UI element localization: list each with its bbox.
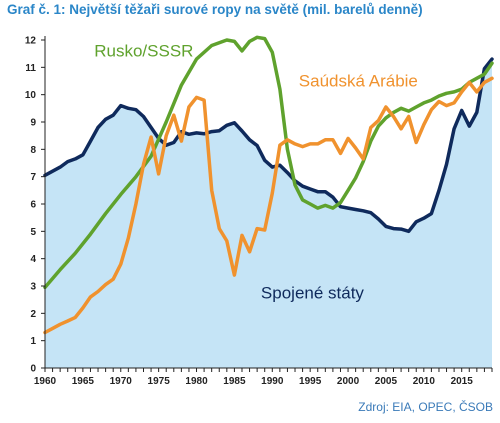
series-line-0 xyxy=(43,57,494,234)
x-tick-label: 1965 xyxy=(72,376,95,387)
y-tick-label: 4 xyxy=(30,254,36,265)
x-tick-label: 1985 xyxy=(223,376,246,387)
x-tick-label: 1960 xyxy=(34,376,57,387)
series-line-1 xyxy=(43,35,494,290)
y-tick-label: 12 xyxy=(25,36,37,47)
x-tick-label: 1995 xyxy=(299,376,322,387)
y-tick-label: 8 xyxy=(30,145,36,156)
y-tick-label: 10 xyxy=(25,90,37,101)
y-tick-label: 5 xyxy=(30,227,36,238)
x-tick-label: 1970 xyxy=(110,376,133,387)
series-line-2 xyxy=(43,76,494,335)
x-tick-label: 1975 xyxy=(148,376,171,387)
y-tick-label: 2 xyxy=(30,309,36,320)
series-label-0: Rusko/SSSR xyxy=(94,41,193,60)
y-tick-label: 6 xyxy=(30,200,36,211)
x-tick-label: 2015 xyxy=(451,376,474,387)
chart-title: Graf č. 1: Největší těžaři surové ropy n… xyxy=(7,2,423,17)
y-tick-label: 1 xyxy=(30,336,36,347)
y-tick-label: 3 xyxy=(30,282,36,293)
chart-source: Zdroj: EIA, OPEC, ČSOB xyxy=(358,400,493,414)
x-tick-label: 1980 xyxy=(185,376,208,387)
x-tick-label: 2010 xyxy=(413,376,436,387)
x-tick-label: 2005 xyxy=(375,376,398,387)
y-tick-label: 0 xyxy=(30,364,36,375)
y-tick-label: 11 xyxy=(25,63,36,74)
y-tick-label: 7 xyxy=(30,172,36,183)
x-tick-label: 2000 xyxy=(337,376,360,387)
y-tick-label: 9 xyxy=(30,118,36,129)
series-label-1: Saúdská Arábie xyxy=(299,71,418,90)
x-tick-label: 1990 xyxy=(261,376,284,387)
series-label-2: Spojené státy xyxy=(261,283,365,302)
